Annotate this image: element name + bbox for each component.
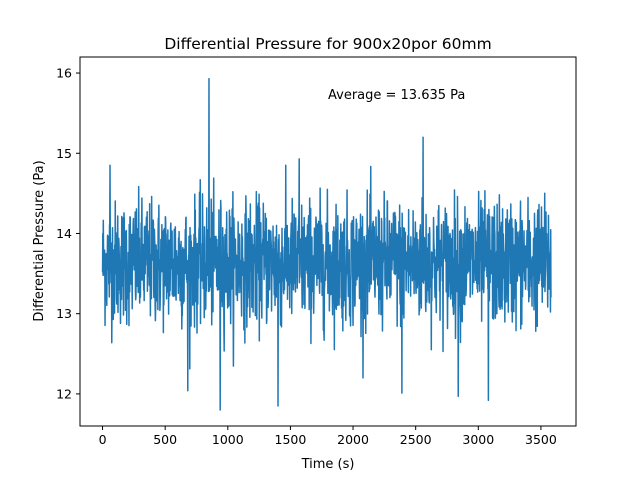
x-tick-label: 2500 xyxy=(400,432,432,447)
ticks-layer: 0 500 1000 1500 2000 2500 3000 3500 12 13 14 15 16 xyxy=(56,66,557,447)
y-tick-label: 16 xyxy=(56,66,72,81)
y-tick-label: 12 xyxy=(56,386,72,401)
y-axis-label: Differential Pressure (Pa) xyxy=(32,160,47,321)
chart-title: Differential Pressure for 900x20por 60mm xyxy=(164,35,491,53)
x-axis-label: Time (s) xyxy=(301,457,355,472)
x-tick-label: 500 xyxy=(153,432,177,447)
x-tick-label: 2000 xyxy=(337,432,369,447)
x-tick-label: 3500 xyxy=(525,432,557,447)
average-annotation: Average = 13.635 Pa xyxy=(328,88,465,103)
y-tick-label: 15 xyxy=(56,146,72,161)
y-tick-label: 14 xyxy=(56,226,72,241)
series-layer xyxy=(101,77,552,411)
x-tick-label: 0 xyxy=(99,432,107,447)
x-tick-label: 3000 xyxy=(462,432,494,447)
plot-frame xyxy=(79,56,577,427)
x-tick-label: 1000 xyxy=(212,432,244,447)
y-tick-label: 13 xyxy=(56,306,72,321)
x-tick-label: 1500 xyxy=(275,432,307,447)
series-line xyxy=(101,77,552,411)
